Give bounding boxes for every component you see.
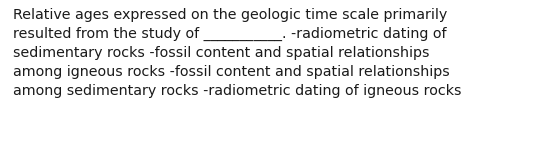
Text: Relative ages expressed on the geologic time scale primarily
resulted from the s: Relative ages expressed on the geologic … xyxy=(13,8,461,98)
